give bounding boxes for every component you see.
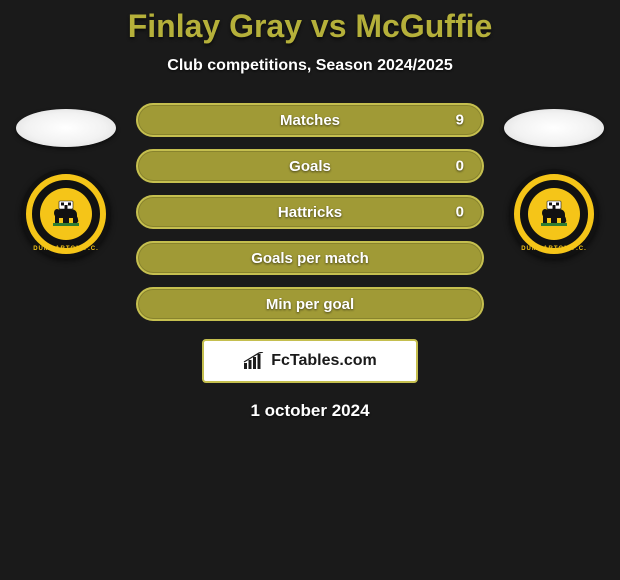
stat-value-right: 9 xyxy=(456,112,464,129)
page-title: Finlay Gray vs McGuffie xyxy=(0,8,620,45)
brand-link[interactable]: FcTables.com xyxy=(202,339,418,383)
stat-label: Goals xyxy=(289,158,331,175)
stat-label: Goals per match xyxy=(251,250,369,267)
stat-label: Hattricks xyxy=(278,204,342,221)
stat-row-min-per-goal: Min per goal xyxy=(136,287,484,321)
badge-inner-icon xyxy=(40,188,92,240)
stat-row-matches: Matches 9 xyxy=(136,103,484,137)
elephant-icon xyxy=(49,199,83,229)
right-player-column: D F C xyxy=(502,103,606,259)
stat-row-goals-per-match: Goals per match xyxy=(136,241,484,275)
player-avatar-right xyxy=(504,109,604,147)
stat-row-goals: Goals 0 xyxy=(136,149,484,183)
stats-column: Matches 9 Goals 0 Hattricks 0 Goals per … xyxy=(136,103,484,321)
date-label: 1 october 2024 xyxy=(0,401,620,421)
badge-inner-icon xyxy=(528,188,580,240)
club-badge-right: D F C xyxy=(509,169,599,259)
badge-text-bottom: DUMBARTON F.C. xyxy=(21,246,111,252)
comparison-body: D F C xyxy=(0,103,620,321)
stat-label: Min per goal xyxy=(266,296,354,313)
stat-value-right: 0 xyxy=(456,204,464,221)
elephant-icon xyxy=(537,199,571,229)
stat-value-right: 0 xyxy=(456,158,464,175)
page-subtitle: Club competitions, Season 2024/2025 xyxy=(0,57,620,75)
club-badge-left: D F C xyxy=(21,169,111,259)
left-player-column: D F C xyxy=(14,103,118,259)
comparison-card: Finlay Gray vs McGuffie Club competition… xyxy=(0,0,620,421)
stat-row-hattricks: Hattricks 0 xyxy=(136,195,484,229)
badge-text-bottom: DUMBARTON F.C. xyxy=(509,246,599,252)
bar-chart-icon xyxy=(243,352,265,370)
brand-name: FcTables.com xyxy=(271,352,377,370)
player-avatar-left xyxy=(16,109,116,147)
stat-label: Matches xyxy=(280,112,340,129)
